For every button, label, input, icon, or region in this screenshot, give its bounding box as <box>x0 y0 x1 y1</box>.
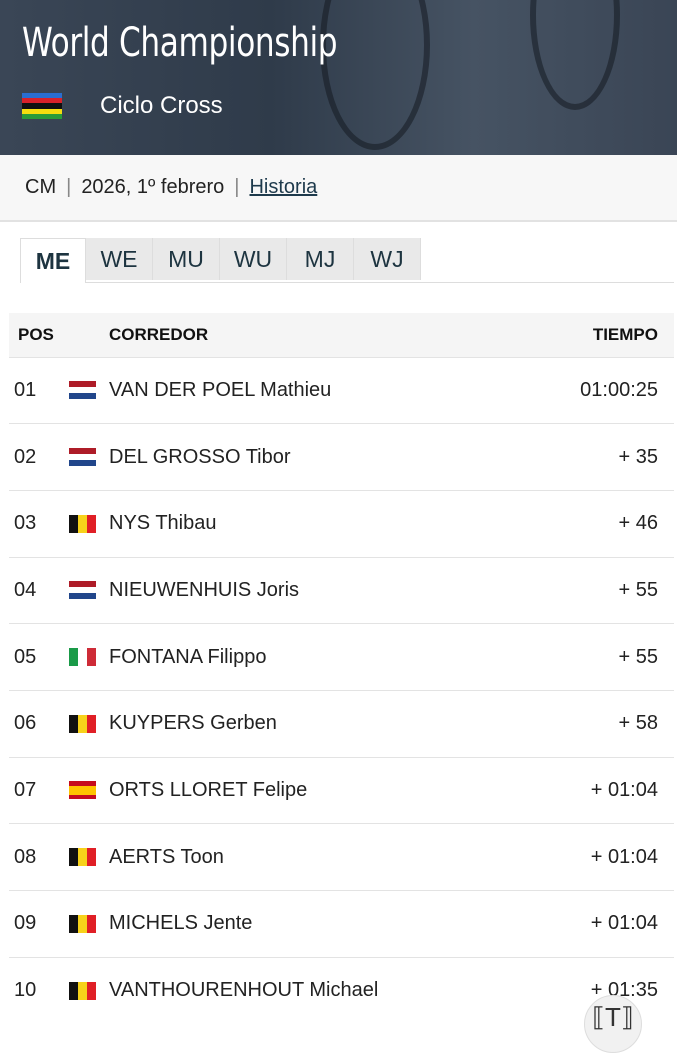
table-row: 08 AERTS Toon + 01:04 <box>9 823 674 891</box>
rider-link[interactable]: DEL GROSSO Tibor <box>109 445 291 468</box>
flag-it-icon <box>69 648 96 667</box>
header-rider: CORREDOR <box>107 313 529 357</box>
table-row: 06 KUYPERS Gerben + 58 <box>9 689 674 758</box>
table-row: 04 NIEUWENHUIS Joris + 55 <box>9 556 674 624</box>
table-row: 09 MICHELS Jente + 01:04 <box>9 890 674 958</box>
tab-me[interactable]: ME <box>20 238 86 283</box>
uci-rainbow-flag-icon <box>22 93 62 120</box>
table-row: 07 ORTS LLORET Felipe + 01:04 <box>9 756 674 824</box>
flag-nl-icon <box>69 381 96 400</box>
text-scan-icon: ⟦T⟧ <box>592 1002 634 1032</box>
position: 03 <box>9 489 69 558</box>
category-tabs: ME WE MU WU MJ WJ <box>20 238 674 283</box>
page-title: World Championship <box>22 20 338 66</box>
rider-link[interactable]: ORTS LLORET Felipe <box>109 778 308 801</box>
flag-be-icon <box>69 848 96 867</box>
table-row: 01 VAN DER POEL Mathieu 01:00:25 <box>9 356 674 424</box>
rider-link[interactable]: FONTANA Filippo <box>109 645 267 668</box>
tab-mu[interactable]: MU <box>153 238 220 280</box>
rider-link[interactable]: KUYPERS Gerben <box>109 712 277 735</box>
race-meta: CM | 2026, 1º febrero | Historia <box>0 155 677 222</box>
header-time: TIEMPO <box>528 313 674 357</box>
background-wheel <box>320 0 430 150</box>
time: + 01:04 <box>528 890 674 958</box>
flag-be-icon <box>69 714 96 733</box>
time: + 35 <box>528 423 674 491</box>
history-link[interactable]: Historia <box>249 176 318 198</box>
rider-link[interactable]: VAN DER POEL Mathieu <box>109 378 332 401</box>
table-row: 10 VANTHOURENHOUT Michael + 01:35 <box>9 956 674 1024</box>
header-banner: World Championship Ciclo Cross <box>0 0 677 155</box>
race-code: CM <box>25 176 57 198</box>
table-row: 05 FONTANA Filippo + 55 <box>9 623 674 691</box>
position: 09 <box>9 890 69 958</box>
time: + 46 <box>528 489 674 558</box>
rider-link[interactable]: MICHELS Jente <box>109 912 253 935</box>
table-header: POS CORREDOR TIEMPO <box>9 313 674 357</box>
flag-be-icon <box>69 981 96 1000</box>
rider-link[interactable]: VANTHOURENHOUT Michael <box>109 979 379 1002</box>
position: 07 <box>9 756 69 824</box>
table-row: 03 NYS Thibau + 46 <box>9 489 674 558</box>
flag-be-icon <box>69 914 96 933</box>
position: 02 <box>9 423 69 491</box>
rider-link[interactable]: NYS Thibau <box>109 512 217 535</box>
time: + 55 <box>528 623 674 691</box>
background-wheel <box>530 0 620 110</box>
position: 06 <box>9 689 69 758</box>
rider-link[interactable]: AERTS Toon <box>109 845 224 868</box>
text-scan-button[interactable]: ⟦T⟧ <box>584 995 642 1053</box>
position: 01 <box>9 356 69 424</box>
position: 05 <box>9 623 69 691</box>
race-date: 2026, 1º febrero <box>81 176 225 198</box>
discipline: Ciclo Cross <box>22 92 223 120</box>
flag-nl-icon <box>69 581 96 600</box>
time: + 01:04 <box>528 756 674 824</box>
tab-mj[interactable]: MJ <box>287 238 354 280</box>
results-table: POS CORREDOR TIEMPO 01 VAN DER POEL Mathi… <box>9 313 674 1024</box>
time: + 58 <box>528 689 674 758</box>
time: + 55 <box>528 556 674 624</box>
flag-es-icon <box>69 781 96 800</box>
tab-wj[interactable]: WJ <box>354 238 421 280</box>
time: 01:00:25 <box>528 356 674 424</box>
position: 10 <box>9 956 69 1024</box>
position: 04 <box>9 556 69 624</box>
table-row: 02 DEL GROSSO Tibor + 35 <box>9 423 674 491</box>
tab-we[interactable]: WE <box>86 238 153 280</box>
tab-wu[interactable]: WU <box>220 238 287 280</box>
discipline-label: Ciclo Cross <box>100 92 223 119</box>
position: 08 <box>9 823 69 891</box>
flag-be-icon <box>69 514 96 533</box>
time: + 01:04 <box>528 823 674 891</box>
header-pos: POS <box>9 313 69 357</box>
rider-link[interactable]: NIEUWENHUIS Joris <box>109 578 300 601</box>
flag-nl-icon <box>69 448 96 467</box>
